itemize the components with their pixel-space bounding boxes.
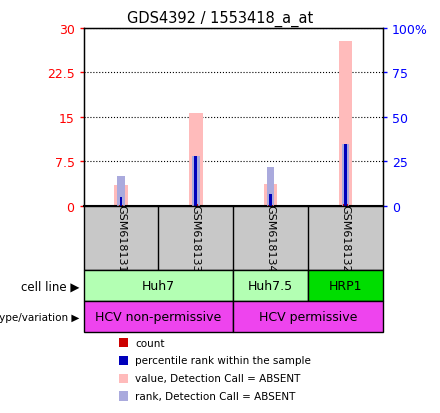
Text: Huh7.5: Huh7.5 [248, 280, 293, 292]
Bar [344, 144, 347, 206]
Text: Huh7: Huh7 [142, 280, 175, 292]
Text: cell line ▶: cell line ▶ [21, 280, 79, 292]
Bar [84, 271, 233, 301]
Bar [233, 301, 383, 332]
Text: HRP1: HRP1 [329, 280, 362, 292]
Text: count: count [135, 338, 165, 348]
Bar [120, 197, 122, 206]
Bar [233, 271, 308, 301]
Bar [114, 186, 128, 206]
Bar [267, 167, 275, 206]
Bar [119, 205, 123, 206]
Text: GSM618133: GSM618133 [191, 205, 201, 272]
Bar [194, 157, 197, 206]
Bar [117, 176, 125, 206]
Bar [268, 205, 273, 206]
Text: rank, Detection Call = ABSENT: rank, Detection Call = ABSENT [135, 391, 295, 401]
Text: HCV non-permissive: HCV non-permissive [95, 311, 221, 323]
Bar [308, 271, 383, 301]
Bar [341, 144, 349, 206]
Bar [192, 157, 200, 206]
Text: GSM618134: GSM618134 [266, 205, 275, 272]
Bar [339, 42, 352, 206]
Bar [84, 301, 233, 332]
Text: GSM618132: GSM618132 [341, 205, 350, 272]
Text: HCV permissive: HCV permissive [259, 311, 357, 323]
Bar [264, 185, 277, 206]
Bar [194, 205, 198, 206]
Bar [189, 114, 202, 206]
Text: genotype/variation ▶: genotype/variation ▶ [0, 312, 79, 322]
Bar [343, 205, 348, 206]
Text: percentile rank within the sample: percentile rank within the sample [135, 356, 311, 366]
Text: GDS4392 / 1553418_a_at: GDS4392 / 1553418_a_at [127, 10, 313, 26]
Bar [269, 194, 272, 206]
Text: value, Detection Call = ABSENT: value, Detection Call = ABSENT [135, 373, 301, 383]
Text: GSM618131: GSM618131 [116, 205, 126, 272]
